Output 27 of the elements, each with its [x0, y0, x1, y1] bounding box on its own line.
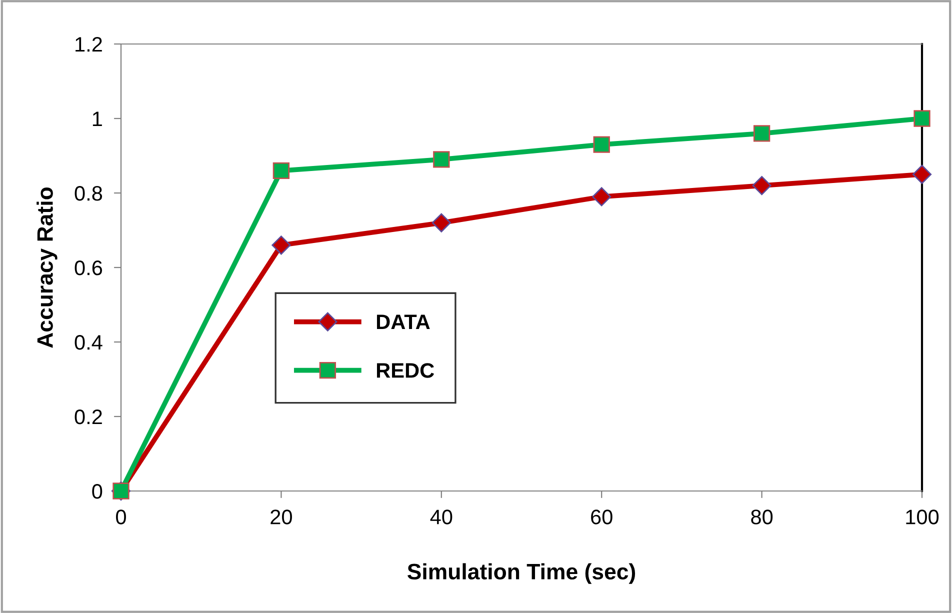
- point: [432, 213, 451, 232]
- x-tick-label: 40: [430, 510, 452, 524]
- y-tick-label: 1.2: [76, 37, 102, 52]
- y-tick-label: 0.6: [74, 260, 102, 276]
- point: [753, 125, 770, 142]
- x-tick-label: 80: [751, 510, 773, 524]
- x-tick-label: 60: [591, 510, 612, 524]
- x-axis-title: Simulation Time (sec): [408, 563, 636, 584]
- y-tick-label: 0.8: [74, 186, 102, 201]
- legend-label: REDC: [376, 363, 434, 378]
- point: [592, 187, 612, 206]
- point: [593, 136, 610, 153]
- point: [272, 162, 290, 179]
- y-tick-label: 1: [92, 112, 102, 126]
- y-tick-label: 0.2: [74, 410, 102, 424]
- legend-label: DATA: [376, 314, 430, 330]
- point: [752, 176, 772, 196]
- x-tick-label: 0: [116, 510, 126, 524]
- point: [272, 236, 291, 255]
- y-tick-label: 0: [92, 484, 102, 499]
- y-tick-label: 0.4: [74, 335, 102, 350]
- x-tick-label: 100: [906, 510, 939, 524]
- point: [433, 151, 450, 168]
- x-tick-label: 20: [270, 510, 292, 524]
- point: [914, 110, 930, 127]
- y-axis-title: Accuracy Ratio: [36, 187, 58, 348]
- point: [912, 164, 932, 184]
